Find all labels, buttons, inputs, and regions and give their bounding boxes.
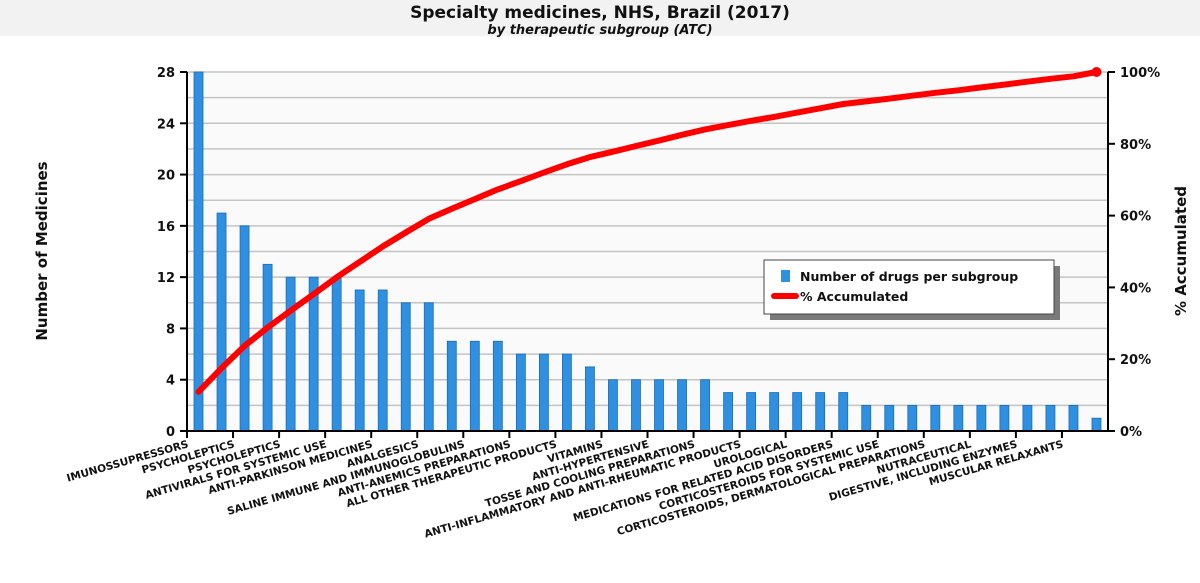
bar	[1091, 417, 1102, 432]
bar	[746, 392, 757, 432]
y-tick-label: 8	[166, 322, 175, 337]
bar	[677, 379, 687, 432]
bar	[654, 379, 664, 432]
bar	[769, 392, 780, 432]
bar	[608, 379, 618, 432]
y-axis-label: Number of Medicines	[33, 161, 51, 340]
bar	[331, 276, 342, 432]
bar	[538, 353, 549, 432]
y-tick-label: 28	[157, 66, 175, 81]
y-tick-label: 12	[157, 271, 175, 286]
y2-tick-label: 20%	[1120, 353, 1151, 368]
bar	[1045, 404, 1056, 432]
bar	[469, 340, 480, 432]
bar	[723, 392, 733, 432]
chart-subtitle: by therapeutic subgroup (ATC)	[487, 23, 712, 38]
title-band	[0, 0, 1200, 36]
y-tick-label: 4	[166, 374, 175, 389]
legend-line-label: % Accumulated	[800, 289, 908, 304]
y2-tick-label: 0%	[1120, 425, 1142, 440]
bar	[515, 353, 526, 432]
bar	[953, 404, 964, 432]
y-tick-label: 16	[157, 220, 175, 235]
bar	[239, 225, 250, 432]
y2-tick-label: 60%	[1120, 210, 1151, 225]
bar	[562, 353, 572, 432]
bar	[262, 263, 273, 432]
legend-box	[763, 259, 1055, 315]
y-tick-label: 24	[157, 117, 175, 132]
bar	[700, 379, 710, 432]
y-tick-label: 20	[157, 169, 175, 184]
bar	[792, 392, 803, 432]
bar	[930, 404, 941, 432]
bar	[907, 404, 918, 432]
bar	[861, 404, 872, 432]
bar	[815, 392, 826, 432]
bar	[446, 340, 457, 432]
bar	[216, 212, 227, 432]
chart-title: Specialty medicines, NHS, Brazil (2017)	[410, 3, 790, 23]
bar	[1068, 404, 1079, 432]
bar	[354, 289, 365, 432]
y2-axis-label: % Accumulated	[1172, 186, 1190, 316]
accumulated-line	[195, 69, 1100, 395]
bar	[999, 404, 1010, 432]
bar	[585, 366, 595, 432]
bar	[400, 302, 411, 432]
bar	[1022, 404, 1033, 432]
legend: Number of drugs per subgroup % Accumulat…	[763, 259, 1060, 320]
bar	[631, 379, 641, 432]
bar	[976, 404, 987, 432]
x-axis-ticks	[186, 431, 1063, 438]
y-tick-label: 0	[166, 425, 175, 440]
left-axis-ticks: 0 4 8 12 16 20 24 28	[157, 66, 187, 440]
y2-tick-label: 100%	[1120, 66, 1160, 81]
y2-tick-label: 80%	[1120, 138, 1151, 153]
legend-bar-label: Number of drugs per subgroup	[800, 269, 1018, 284]
bar	[838, 392, 849, 432]
bar	[285, 276, 296, 432]
bar	[377, 289, 388, 432]
bar	[492, 340, 503, 432]
bar	[884, 404, 895, 432]
legend-bar-swatch	[781, 270, 790, 282]
bar	[308, 276, 319, 432]
right-axis-ticks: 0% 20% 40% 60% 80% 100%	[1108, 66, 1160, 440]
y2-tick-label: 40%	[1120, 281, 1151, 296]
bar	[193, 71, 204, 432]
bar	[423, 302, 434, 432]
accumulated-line-end-marker	[1091, 67, 1102, 77]
